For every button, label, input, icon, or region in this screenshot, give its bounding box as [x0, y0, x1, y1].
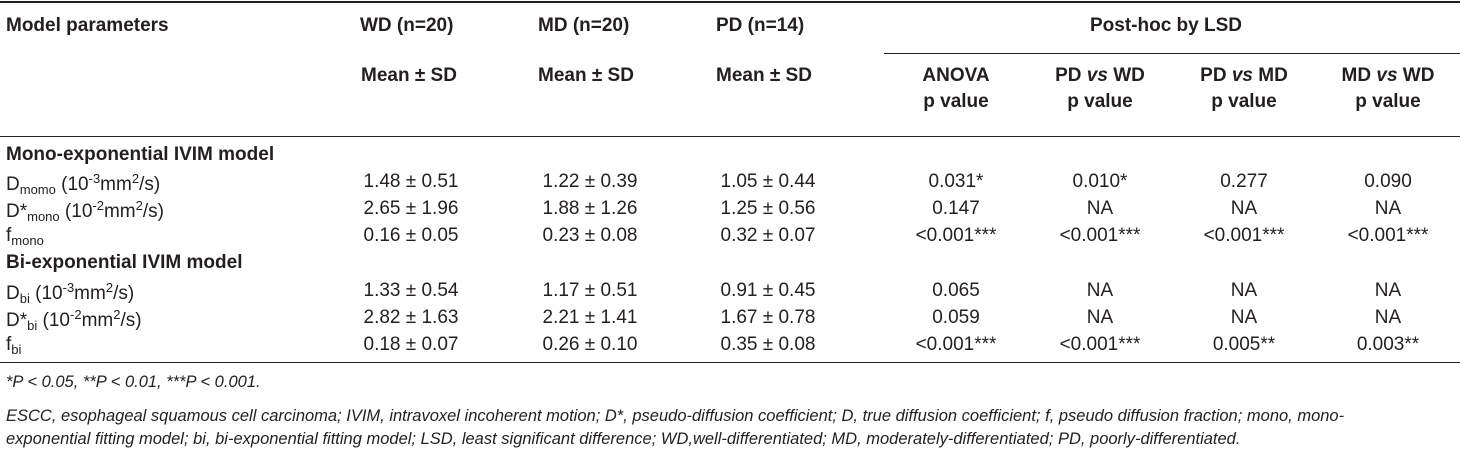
section-bi: Bi-exponential IVIM model: [6, 252, 243, 273]
cell-r4-md: 1.17 ± 0.51: [542, 280, 638, 301]
header-pd-vs-md: PD vs MD p value: [1172, 65, 1316, 113]
cell-r6-pd-vs-wd: <0.001***: [1059, 334, 1141, 355]
header-pd-mean-sd: Mean ± SD: [716, 65, 812, 86]
header-anova-line2: p value: [923, 91, 989, 112]
header-pd-vs-md-line2: p value: [1211, 91, 1277, 112]
cell-r5-md: 2.21 ± 1.41: [542, 307, 638, 328]
footnote-significance: *P < 0.05, **P < 0.01, ***P < 0.001.: [6, 373, 261, 391]
header-model-parameters: Model parameters: [6, 15, 169, 36]
row-label-dstarmono: D*mono (10-2mm2/s): [6, 198, 164, 224]
row-label-fmono: fmono: [6, 225, 44, 248]
header-bottom-rule: [0, 136, 1460, 137]
cell-r5-pd-vs-wd: NA: [1086, 307, 1114, 328]
cell-r5-md-vs-wd: NA: [1374, 307, 1402, 328]
row-label-dbi: Dbi (10-3mm2/s): [6, 280, 135, 306]
header-pd-vs-md-line1: PD vs MD: [1200, 65, 1288, 86]
cell-r2-anova: 0.147: [932, 198, 980, 219]
cell-r3-wd: 0.16 ± 0.05: [363, 225, 459, 246]
cell-r2-pd-vs-md: NA: [1230, 198, 1258, 219]
cell-r3-pd: 0.32 ± 0.07: [720, 225, 816, 246]
cell-r1-pd-vs-wd: 0.010*: [1072, 171, 1128, 192]
header-md-mean-sd: Mean ± SD: [538, 65, 634, 86]
cell-r6-pd-vs-md: 0.005**: [1212, 334, 1276, 355]
header-md-vs-wd-line1: MD vs WD: [1341, 65, 1435, 86]
cell-r4-wd: 1.33 ± 0.54: [363, 280, 459, 301]
cell-r4-pd: 0.91 ± 0.45: [720, 280, 816, 301]
cell-r2-md-vs-wd: NA: [1374, 198, 1402, 219]
cell-r1-pd-vs-md: 0.277: [1220, 171, 1268, 192]
posthoc-rule: [884, 53, 1460, 54]
header-wd: WD (n=20): [360, 15, 454, 36]
cell-r6-wd: 0.18 ± 0.07: [363, 334, 459, 355]
cell-r5-pd: 1.67 ± 0.78: [720, 307, 816, 328]
footnote-abbreviations-line1: ESCC, esophageal squamous cell carcinoma…: [6, 407, 1345, 425]
cell-r4-md-vs-wd: NA: [1374, 280, 1402, 301]
cell-r1-anova: 0.031*: [928, 171, 984, 192]
cell-r6-pd: 0.35 ± 0.08: [720, 334, 816, 355]
cell-r6-md: 0.26 ± 0.10: [542, 334, 638, 355]
header-pd-vs-wd-line1: PD vs WD: [1055, 65, 1145, 86]
cell-r4-anova: 0.065: [932, 280, 980, 301]
header-pd-vs-wd: PD vs WD p value: [1028, 65, 1172, 113]
row-label-fbi: fbi: [6, 334, 22, 357]
cell-r3-pd-vs-md: <0.001***: [1203, 225, 1285, 246]
row-label-dstarbi: D*bi (10-2mm2/s): [6, 307, 142, 333]
row-label-dmono: Dmomo (10-3mm2/s): [6, 171, 161, 197]
cell-r1-pd: 1.05 ± 0.44: [720, 171, 816, 192]
header-md-vs-wd-line2: p value: [1355, 91, 1421, 112]
cell-r2-wd: 2.65 ± 1.96: [363, 198, 459, 219]
cell-r6-anova: <0.001***: [915, 334, 997, 355]
cell-r5-anova: 0.059: [932, 307, 980, 328]
header-anova: ANOVA p value: [884, 65, 1028, 113]
header-pd-vs-wd-line2: p value: [1067, 91, 1133, 112]
cell-r5-pd-vs-md: NA: [1230, 307, 1258, 328]
cell-r3-md: 0.23 ± 0.08: [542, 225, 638, 246]
cell-r3-md-vs-wd: <0.001***: [1347, 225, 1429, 246]
header-wd-mean-sd: Mean ± SD: [361, 65, 457, 86]
table-top-rule: [0, 1, 1460, 3]
cell-r4-pd-vs-md: NA: [1230, 280, 1258, 301]
footnote-abbreviations-line2: exponential fitting model; bi, bi-expone…: [6, 430, 1241, 448]
header-pd: PD (n=14): [716, 15, 805, 36]
header-md: MD (n=20): [538, 15, 630, 36]
header-anova-line1: ANOVA: [922, 65, 990, 86]
cell-r4-pd-vs-wd: NA: [1086, 280, 1114, 301]
header-md-vs-wd: MD vs WD p value: [1316, 65, 1460, 113]
cell-r1-md: 1.22 ± 0.39: [542, 171, 638, 192]
cell-r6-md-vs-wd: 0.003**: [1356, 334, 1420, 355]
cell-r3-anova: <0.001***: [915, 225, 997, 246]
cell-r2-pd: 1.25 ± 0.56: [720, 198, 816, 219]
cell-r1-md-vs-wd: 0.090: [1364, 171, 1412, 192]
cell-r5-wd: 2.82 ± 1.63: [363, 307, 459, 328]
section-mono: Mono-exponential IVIM model: [6, 144, 275, 165]
cell-r1-wd: 1.48 ± 0.51: [363, 171, 459, 192]
cell-r2-md: 1.88 ± 1.26: [542, 198, 638, 219]
cell-r3-pd-vs-wd: <0.001***: [1059, 225, 1141, 246]
header-posthoc: Post-hoc by LSD: [1090, 15, 1243, 36]
cell-r2-pd-vs-wd: NA: [1086, 198, 1114, 219]
table-bottom-rule: [0, 362, 1460, 363]
